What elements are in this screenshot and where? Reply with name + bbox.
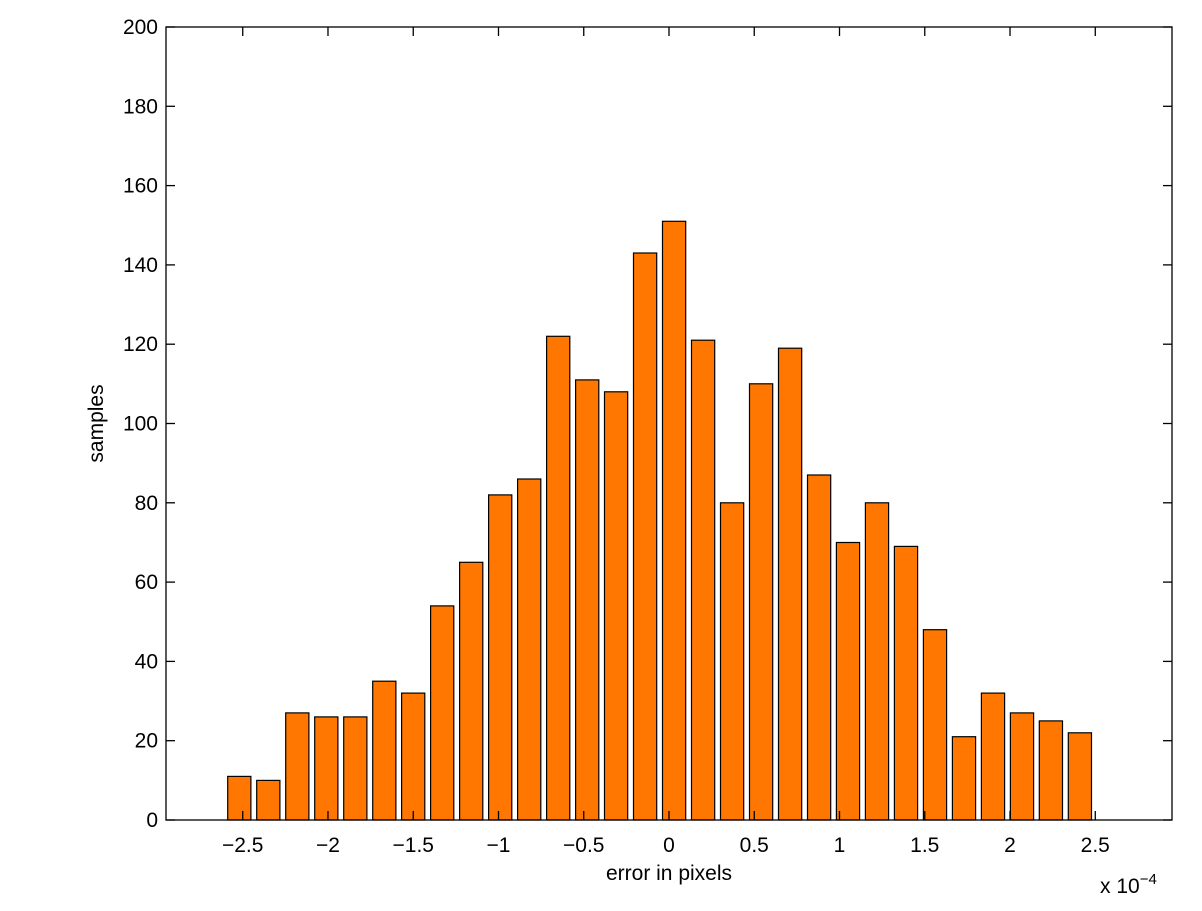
x-axis-label: error in pixels xyxy=(606,862,732,885)
bar xyxy=(661,220,687,821)
x-tick-label: −0.5 xyxy=(563,834,604,857)
x-tick-label: −1 xyxy=(487,834,511,857)
y-tick-label: 200 xyxy=(123,16,158,39)
bar xyxy=(1067,732,1093,821)
bars-group xyxy=(227,220,1093,821)
bar xyxy=(719,502,745,821)
bar xyxy=(603,391,629,821)
bar xyxy=(951,736,977,821)
y-tick-label: 180 xyxy=(123,95,158,118)
bar xyxy=(314,716,339,821)
x-tick-label: 1 xyxy=(834,834,846,857)
x-tick-labels: −2.5 −2 −1.5 −1 −0.5 0 0.5 1 1.5 2 2.5 xyxy=(222,834,1110,857)
x-tick-label: −2.5 xyxy=(222,834,263,857)
x-axis-multiplier-base: x 10 xyxy=(1100,875,1140,898)
y-tick-label: 100 xyxy=(123,413,158,436)
bar xyxy=(430,605,455,821)
ticks-group xyxy=(166,26,1172,821)
bar xyxy=(922,629,948,821)
y-tick-label: 40 xyxy=(135,650,158,673)
x-tick-label: 1.5 xyxy=(910,834,939,857)
bar xyxy=(835,541,861,821)
x-tick-label: −1.5 xyxy=(393,834,434,857)
x-axis-multiplier-exponent: −4 xyxy=(1140,871,1157,888)
x-tick-label: 2 xyxy=(1004,834,1016,857)
bar xyxy=(1009,712,1035,821)
y-tick-label: 0 xyxy=(146,809,158,832)
bar xyxy=(893,545,919,821)
y-tick-label: 160 xyxy=(123,175,158,198)
bar xyxy=(545,335,571,821)
y-tick-label: 60 xyxy=(135,571,158,594)
x-tick-label: 0 xyxy=(663,834,675,857)
y-tick-label: 80 xyxy=(135,492,158,515)
bar xyxy=(806,474,832,821)
bar xyxy=(574,379,600,821)
bar xyxy=(632,252,658,821)
bar xyxy=(488,494,513,821)
bar xyxy=(516,478,542,821)
bar xyxy=(343,716,368,821)
x-axis-multiplier: x 10−4 xyxy=(1100,871,1157,898)
bar xyxy=(748,383,774,821)
x-tick-label: −2 xyxy=(316,834,340,857)
bar xyxy=(459,561,484,821)
y-tick-label: 20 xyxy=(135,730,158,753)
bar xyxy=(256,779,281,821)
x-tick-label: 0.5 xyxy=(740,834,769,857)
bar xyxy=(372,680,397,821)
y-tick-label: 120 xyxy=(123,333,158,356)
bar xyxy=(777,347,803,821)
bar xyxy=(980,692,1006,821)
y-axis-label: samples xyxy=(85,384,108,462)
bar xyxy=(401,692,426,821)
bar xyxy=(1038,720,1064,821)
bar xyxy=(864,502,890,821)
bar xyxy=(690,339,716,821)
y-tick-labels: 0 20 40 60 80 100 120 140 160 180 200 xyxy=(123,16,158,832)
bar xyxy=(227,775,252,821)
bar xyxy=(285,712,310,821)
x-tick-label: 2.5 xyxy=(1081,834,1110,857)
y-tick-label: 140 xyxy=(123,254,158,277)
